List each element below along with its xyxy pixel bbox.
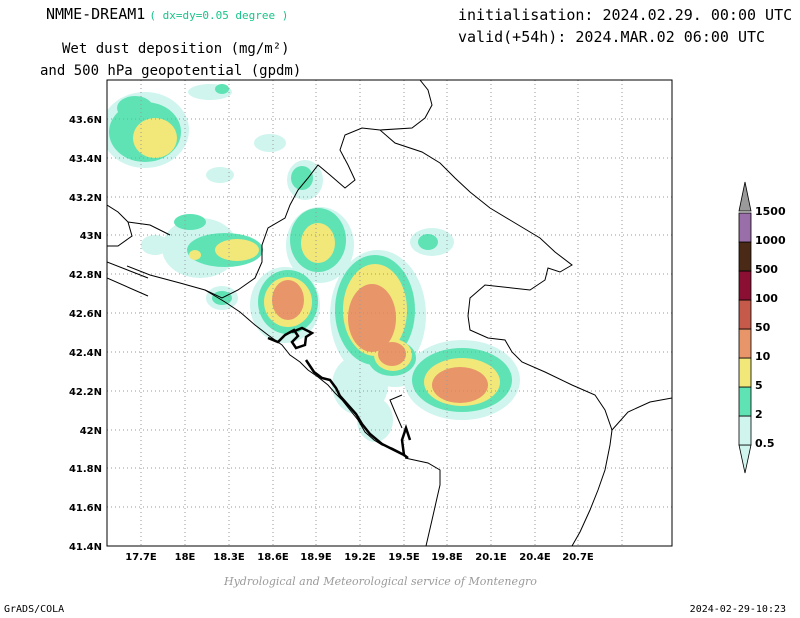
lat-tick-label: 43N [80,231,102,242]
colorbar-swatch [738,328,752,359]
lat-tick-label: 41.4N [69,542,102,553]
map-frame [106,79,673,547]
lon-tick-label: 18.9E [300,552,332,563]
lat-tick-label: 43.6N [69,115,102,126]
lat-tick-label: 41.6N [69,503,102,514]
colorbar-swatch [738,299,752,330]
colorbar-label: 50 [755,321,771,334]
lon-tick-label: 20.1E [475,552,507,563]
colorbar-label: 500 [755,263,778,276]
model-name: NMME-DREAM1 [46,5,146,23]
colorbar-label: 1000 [755,234,786,247]
model-title: NMME-DREAM1( dx=dy=0.05 degree ) [46,5,288,23]
lat-tick-label: 42.4N [69,348,102,359]
colorbar-overflow-triangle [738,181,752,212]
lat-tick-label: 43.2N [69,193,102,204]
colorbar-label: 100 [755,292,778,305]
colorbar-label: 0.5 [755,437,775,450]
lat-tick-label: 42N [80,426,102,437]
lon-tick-label: 18.3E [213,552,245,563]
initialisation-time: initialisation: 2024.02.29. 00:00 UTC [458,6,793,24]
country-borders [107,80,672,546]
graticule [107,80,672,546]
resolution-label: ( dx=dy=0.05 degree ) [149,9,289,22]
colorbar-labels: 0.5 2 5 10 50 100 500 1000 1500 [755,205,786,450]
deposition-field [107,84,520,442]
colorbar-label: 10 [755,350,771,363]
field-title-line2: and 500 hPa geopotential (gpdm) [40,63,302,79]
lon-tick-label: 20.4E [519,552,551,563]
lon-tick-label: 18E [175,552,196,563]
colorbar-swatch [738,415,752,446]
colorbar-swatch [738,270,752,301]
colorbar-label: 5 [755,379,763,392]
colorbar: 0.5 2 5 10 50 100 500 1000 1500 [738,181,786,474]
render-timestamp: 2024-02-29-10:23 [689,604,786,615]
field-title-line1: Wet dust deposition (mg/m²) [62,41,290,57]
credit-text: Hydrological and Meteorological service … [224,575,537,588]
lon-axis: 17.7E 18E 18.3E 18.6E 18.9E 19.2E 19.5E … [125,552,594,563]
valid-time: valid(+54h): 2024.MAR.02 06:00 UTC [458,28,766,46]
colorbar-label: 2 [755,408,763,421]
lon-tick-label: 18.6E [257,552,289,563]
lat-tick-label: 41.8N [69,464,102,475]
lon-tick-label: 19.5E [388,552,420,563]
colorbar-swatch [738,212,752,243]
lon-tick-label: 19.8E [431,552,463,563]
lat-tick-label: 42.6N [69,309,102,320]
lat-tick-label: 42.8N [69,270,102,281]
colorbar-label: 1500 [755,205,786,218]
lon-tick-label: 17.7E [125,552,157,563]
lat-tick-label: 43.4N [69,154,102,165]
lon-tick-label: 19.2E [344,552,376,563]
colorbar-swatch [738,241,752,272]
lon-tick-label: 20.7E [562,552,594,563]
software-label: GrADS/COLA [4,604,65,615]
bay-of-kotor [267,326,412,459]
colorbar-underflow-triangle [738,444,752,474]
colorbar-swatch [738,386,752,417]
lat-tick-label: 42.2N [69,387,102,398]
lat-axis: 43.6N 43.4N 43.2N 43N 42.8N 42.6N 42.4N … [69,115,102,553]
colorbar-swatch [738,357,752,388]
